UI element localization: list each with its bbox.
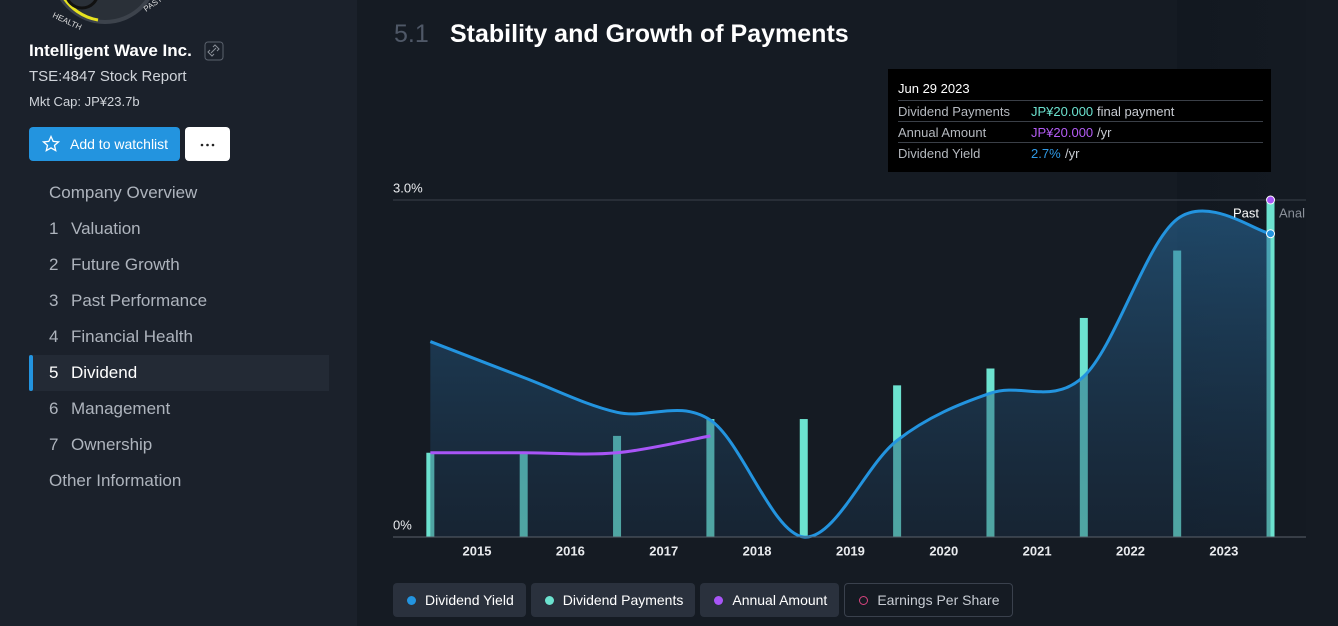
nav-number: 1 bbox=[49, 219, 59, 238]
nav-item[interactable]: 2 Future Growth bbox=[29, 247, 329, 283]
nav-label: Financial Health bbox=[71, 327, 193, 346]
past-label: Past bbox=[1233, 205, 1259, 220]
nav-label: Dividend bbox=[71, 363, 138, 382]
tooltip-note: /yr bbox=[1097, 125, 1112, 140]
nav-number: 5 bbox=[49, 363, 59, 382]
x-tick-label: 2015 bbox=[463, 543, 492, 558]
nav-label: Management bbox=[71, 399, 171, 418]
nav-label: Other Information bbox=[49, 471, 182, 490]
tooltip-value: JP¥20.000 bbox=[1031, 125, 1094, 140]
nav-label: Future Growth bbox=[71, 255, 180, 274]
logo: HEALTH PAST bbox=[51, 0, 164, 30]
tooltip-date: Jun 29 2023 bbox=[898, 81, 970, 96]
nav-number: 3 bbox=[49, 291, 59, 310]
nav-item[interactable]: 6 Management bbox=[29, 391, 329, 427]
area bbox=[430, 211, 1271, 538]
legend-label: Dividend Yield bbox=[425, 592, 514, 608]
nav-number: 7 bbox=[49, 435, 59, 454]
nav-number: 4 bbox=[49, 327, 59, 346]
line bbox=[430, 434, 711, 456]
watchlist-label: Add to watchlist bbox=[70, 136, 169, 152]
nav-item[interactable]: Company Overview bbox=[29, 175, 329, 211]
tooltip-label: Dividend Yield bbox=[898, 146, 981, 161]
legend-label: Annual Amount bbox=[732, 592, 828, 608]
bar bbox=[1266, 200, 1275, 537]
legend: Dividend Yield Dividend Payments Annual Am… bbox=[393, 583, 1013, 617]
legend-item[interactable]: Dividend Payments bbox=[530, 583, 696, 617]
section-title: Stability and Growth of Payments bbox=[450, 20, 849, 48]
legend-label: Earnings Per Share bbox=[877, 592, 1000, 608]
legend-label: Dividend Payments bbox=[562, 592, 684, 608]
x-tick-label: 2018 bbox=[743, 543, 772, 558]
y-tick-label: 0% bbox=[393, 517, 412, 532]
nav-item[interactable]: 7 Ownership bbox=[29, 427, 329, 463]
more-button[interactable] bbox=[185, 127, 230, 161]
nav-number: 6 bbox=[49, 399, 59, 418]
legend-dot bbox=[859, 595, 869, 605]
legend-item[interactable]: Dividend Yield bbox=[393, 583, 526, 617]
nav-item[interactable]: Other Information bbox=[29, 463, 329, 499]
tooltip: Jun 29 2023 Dividend Payments JP¥20.000 fi… bbox=[888, 69, 1271, 172]
x-tick-label: 2016 bbox=[556, 543, 585, 558]
stock-report: TSE:4847 Stock Report bbox=[29, 68, 187, 85]
x-tick-label: 2017 bbox=[649, 543, 678, 558]
copy-icon[interactable] bbox=[204, 41, 224, 61]
watchlist-button[interactable]: Add to watchlist bbox=[29, 127, 180, 161]
tooltip-label: Dividend Payments bbox=[898, 104, 1010, 119]
sidebar: HEALTH PAST Intelligent Wave Inc. TSE:48… bbox=[0, 0, 357, 626]
legend-item[interactable]: Earnings Per Share bbox=[844, 583, 1013, 617]
market-cap: Mkt Cap: JP¥23.7b bbox=[29, 94, 140, 109]
tooltip-value: 2.7% bbox=[1031, 146, 1061, 161]
tooltip-note: final payment bbox=[1097, 104, 1175, 119]
legend-dot bbox=[544, 595, 554, 605]
tooltip-row: Annual Amount JP¥20.000/yr bbox=[898, 121, 1263, 143]
x-tick-label: 2023 bbox=[1209, 543, 1238, 558]
tooltip-row: Dividend Payments JP¥20.000 final payment bbox=[898, 100, 1263, 122]
company-name: Intelligent Wave Inc. bbox=[29, 41, 192, 60]
nav-label: Past Performance bbox=[71, 291, 208, 310]
x-tick-label: 2021 bbox=[1023, 543, 1052, 558]
tooltip-value: JP¥20.000 bbox=[1031, 104, 1094, 119]
tooltip-note: /yr bbox=[1065, 146, 1080, 161]
line bbox=[429, 209, 1271, 539]
nav-number: 2 bbox=[49, 255, 59, 274]
tooltip-label: Annual Amount bbox=[898, 125, 987, 140]
line-point bbox=[1266, 195, 1276, 205]
next-label: Anal bbox=[1279, 205, 1305, 220]
legend-dot bbox=[714, 595, 724, 605]
section-number: 5.1 bbox=[394, 20, 429, 48]
legend-item[interactable]: Annual Amount bbox=[700, 583, 840, 617]
tooltip-row: Dividend Yield 2.7% /yr bbox=[898, 142, 1263, 164]
x-tick-label: 2022 bbox=[1116, 543, 1145, 558]
nav-item[interactable]: 4 Financial Health bbox=[29, 319, 329, 355]
nav-label: Company Overview bbox=[49, 183, 198, 202]
more-icon bbox=[200, 143, 215, 147]
nav-item[interactable]: 1 Valuation bbox=[29, 211, 329, 247]
y-tick-label: 3.0% bbox=[393, 180, 423, 195]
nav-label: Valuation bbox=[71, 219, 141, 238]
bar bbox=[799, 419, 808, 537]
star-icon bbox=[42, 135, 60, 152]
x-tick-label: 2019 bbox=[836, 543, 865, 558]
line-point bbox=[1266, 229, 1276, 239]
nav-label: Ownership bbox=[71, 435, 153, 454]
x-tick-label: 2020 bbox=[929, 543, 958, 558]
nav-item[interactable]: 5 Dividend bbox=[29, 355, 329, 391]
nav-item[interactable]: 3 Past Performance bbox=[29, 283, 329, 319]
legend-dot bbox=[407, 595, 416, 605]
